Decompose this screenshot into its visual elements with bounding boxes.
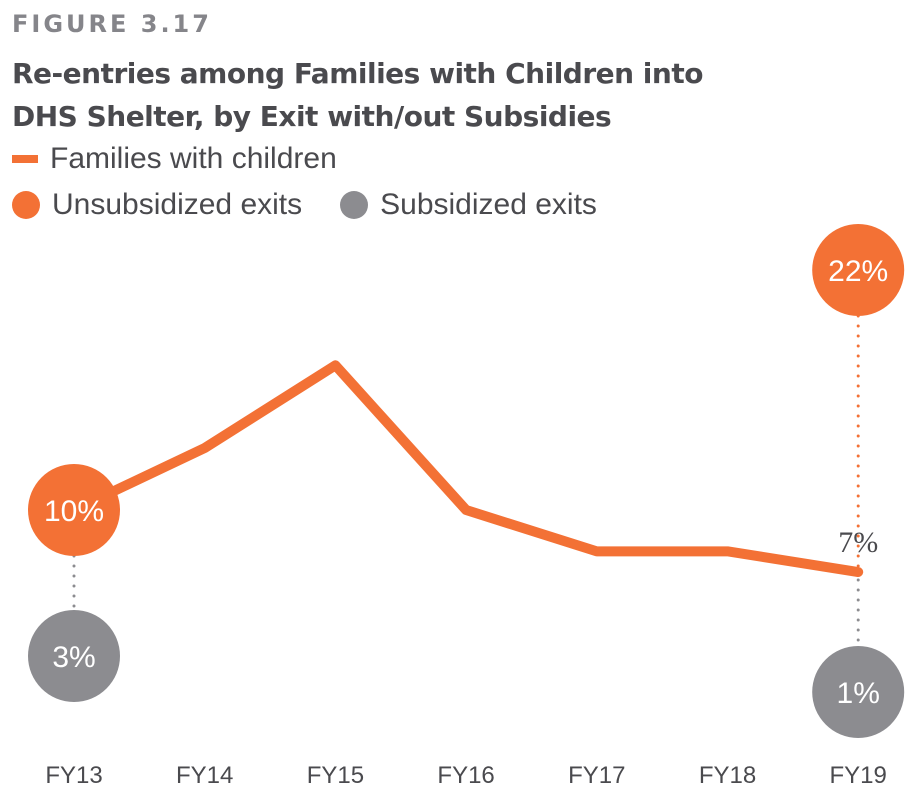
fy19-line-value-label: 7% [838, 526, 878, 559]
x-tick-label-fy19: FY19 [830, 762, 887, 789]
fy13-subsidized-bubble [28, 610, 120, 702]
legend-unsubsidized-label: Unsubsidized exits [52, 188, 303, 221]
legend-line-label: Families with children [50, 142, 337, 175]
fy19-unsubsidized-bubble [812, 224, 905, 316]
legend-subsidized-label: Subsidized exits [380, 188, 597, 221]
figure-label: FIGURE 3.17 [12, 10, 212, 38]
x-tick-label-fy15: FY15 [307, 762, 364, 789]
legend-row-line: Families with children [12, 142, 337, 176]
chart-title: Re-entries among Families with Children … [12, 52, 703, 138]
series-line-families-with-children [69, 360, 864, 578]
x-tick-label-fy17: FY17 [568, 762, 625, 789]
fy19-subsidized-bubble [812, 646, 905, 738]
fy19-subsidized-label: 1% [837, 677, 880, 710]
x-tick-label-fy18: FY18 [699, 762, 756, 789]
legend-orange-dot-icon [12, 191, 40, 219]
fy13-subsidized-label: 3% [52, 641, 95, 674]
legend-item-unsubsidized: Unsubsidized exits [12, 188, 302, 222]
fy19-unsubsidized-label: 22% [828, 255, 888, 288]
chart-title-line-1: Re-entries among Families with Children … [12, 57, 703, 90]
x-tick-label-fy13: FY13 [45, 762, 102, 789]
x-tick-label-fy14: FY14 [176, 762, 233, 789]
legend-item-subsidized: Subsidized exits [340, 188, 597, 222]
x-tick-label-fy16: FY16 [437, 762, 494, 789]
legend-row-dots: Unsubsidized exits Subsidized exits [12, 188, 635, 222]
chart-title-line-2: DHS Shelter, by Exit with/out Subsidies [12, 100, 612, 133]
fy13-unsubsidized-label: 10% [44, 495, 104, 528]
legend-gray-dot-icon [340, 191, 369, 219]
fy13-unsubsidized-bubble [28, 464, 120, 556]
legend-line-swatch [12, 155, 38, 163]
